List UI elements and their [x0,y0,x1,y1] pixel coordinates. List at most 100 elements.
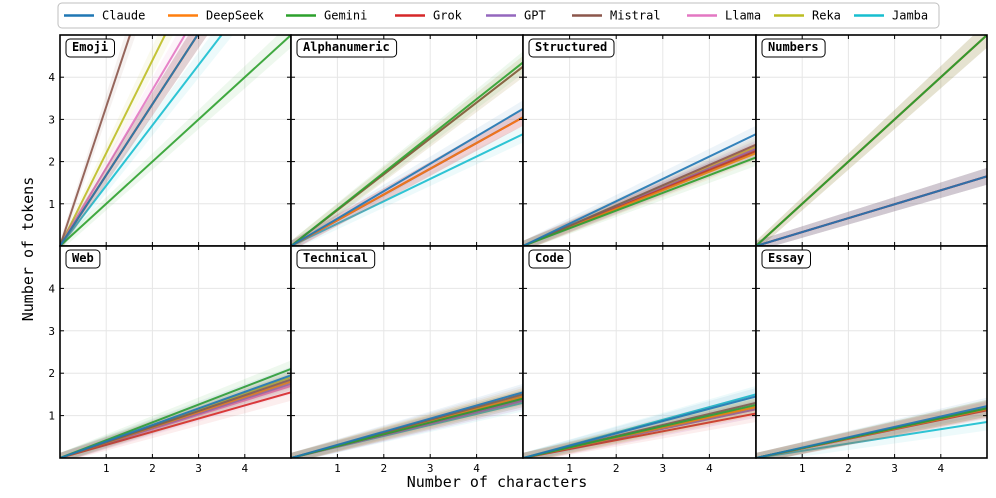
panel-essay-line-jamba [756,420,987,458]
panel-emoji-band-gpt [60,35,208,246]
panel-emoji-line-jamba [60,35,223,246]
panel-emoji-band-mistral [60,35,136,246]
panel-emoji-band-grok [60,35,208,246]
panel-emoji-band-claude [60,35,208,246]
panel-essay-band-reka [756,399,987,458]
panel-code-xtick-label-4: 4 [706,462,713,475]
legend-label-gemini: Gemini [324,9,367,23]
panel-essay-title: Essay [768,251,804,265]
panel-numbers-line-claude [756,175,987,246]
panel-code-xtick-label-2: 2 [613,462,620,475]
panel-technical-title: Technical [303,251,368,265]
panel-essay-xtick-label-3: 3 [891,462,898,475]
panel-essay-xtick-label-4: 4 [937,462,944,475]
panel-code-xtick-label-3: 3 [659,462,666,475]
legend-label-grok: Grok [433,9,463,23]
panel-essay-band-claude [756,397,987,458]
panel-structured: Structured [522,34,757,247]
legend-label-llama: Llama [725,9,761,23]
panel-technical-line-gemini [291,397,523,458]
panel-emoji-title-box [65,38,115,58]
panel-technical-lines [291,383,523,458]
panel-web-band-gemini [60,360,291,458]
panel-technical-background [291,246,523,458]
panel-essay-band-gpt [756,400,987,458]
panel-code-title: Code [535,251,564,265]
panel-numbers-title: Numbers [768,40,819,54]
panel-emoji-ytick-label-1: 1 [48,198,55,211]
panel-essay-lines [756,397,987,458]
legend-label-mistral: Mistral [610,9,661,23]
panel-structured-background [523,35,756,246]
panel-web-band-claude [60,366,291,458]
panel-emoji-line-mistral [60,35,132,246]
panel-web-line-claude [60,374,291,458]
panel-web: 1 2 3 4 1 2 3 4 Web [48,245,292,475]
panel-code-title-box [528,249,571,269]
panel-technical-xtick-label-3: 3 [427,462,434,475]
panel-numbers-band-reka [756,167,987,246]
panel-technical-band-reka [291,388,523,458]
panel-numbers-line-gemini [756,35,987,246]
panel-alphanumeric-band-gemini [291,51,523,246]
panel-web-xtick-label-4: 4 [241,462,248,475]
panel-structured-title-box [528,38,615,58]
panel-technical-xtick-label-4: 4 [473,462,480,475]
panel-alphanumeric: Alphanumeric [290,34,524,247]
panel-code-background [523,246,756,458]
panel-code: 1 2 3 4 Code [522,245,757,475]
panel-alphanumeric-title: Alphanumeric [303,40,390,54]
panel-web-ytick-label-4: 4 [48,282,55,295]
panel-essay-band-grok [756,401,987,458]
panel-emoji-ytick-label-2: 2 [48,156,55,169]
panel-emoji-line-llama [60,35,187,246]
panel-web-ytick-label-3: 3 [48,325,55,338]
panel-technical-xtick-label-2: 2 [380,462,387,475]
panel-numbers: Numbers [755,34,988,247]
panel-numbers-band-claude [756,167,987,246]
panel-numbers-band-gpt [756,167,987,246]
panel-web-ytick-label-1: 1 [48,410,55,423]
panel-essay: 1 2 3 4 Essay [755,245,988,475]
panel-emoji-ytick-label-3: 3 [48,113,55,126]
panel-web-ytick-label-2: 2 [48,367,55,380]
legend-label-jamba: Jamba [892,9,928,23]
legend-label-reka: Reka [812,9,841,23]
panel-emoji-line-reka [60,35,167,246]
panel-structured-line-gemini [523,156,756,246]
panel-emoji-ytick-label-4: 4 [48,71,55,84]
panel-web-title-box [65,249,101,269]
panel-numbers-band-llama [756,167,987,246]
panel-emoji-title: Emoji [72,40,108,54]
panel-web-xtick-label-1: 1 [103,462,110,475]
panel-structured-band-claude [523,125,756,246]
panel-essay-band-gemini [756,399,987,458]
panel-technical-line-claude [291,391,523,458]
panel-numbers-band-jamba [756,167,987,246]
panel-numbers-band-grok [756,167,987,246]
panel-web-title: Web [72,251,94,265]
panel-code-band-jamba [523,385,756,458]
panel-essay-title-box [761,249,811,269]
panel-web-xtick-label-2: 2 [149,462,156,475]
panel-structured-line-claude [523,133,756,246]
panel-alphanumeric-line-jamba [291,133,523,246]
panel-essay-xtick-label-2: 2 [845,462,852,475]
panel-structured-line-mistral [523,143,756,246]
legend-label-deepseek: DeepSeek [206,9,265,23]
panel-technical-xtick-label-1: 1 [334,462,341,475]
panel-technical-title-box [296,249,376,269]
panel-numbers-title-box [761,38,826,58]
panel-numbers-lines [756,35,987,246]
panel-alphanumeric-line-claude [291,107,523,246]
panel-code-line-claude [523,395,756,458]
panel-structured-lines [523,125,756,246]
panel-essay-xtick-label-1: 1 [799,462,806,475]
panel-essay-line-claude [756,405,987,458]
panel-alphanumeric-lines [291,51,523,246]
panel-technical-band-deepseek [291,388,523,458]
panel-web-line-grok [60,391,291,458]
panel-code-line-gemini [523,404,756,458]
panel-essay-background [756,246,987,458]
